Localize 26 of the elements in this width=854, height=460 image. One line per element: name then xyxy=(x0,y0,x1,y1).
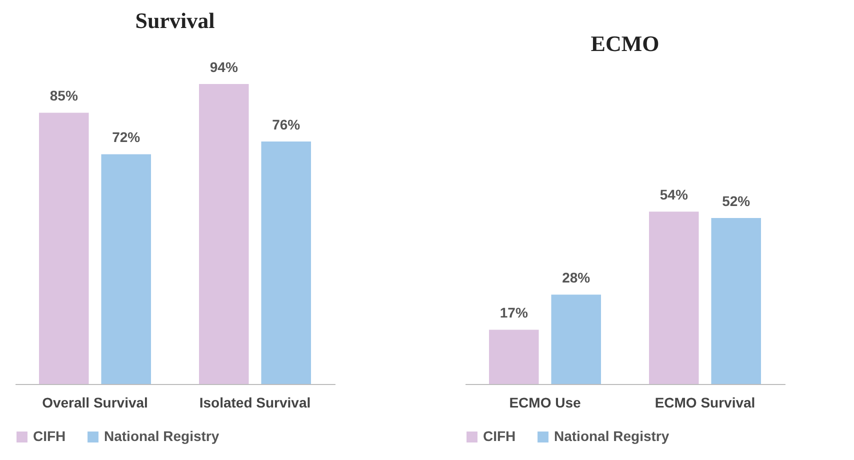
x-tick-label: ECMO Use xyxy=(509,394,581,410)
bar xyxy=(39,112,89,384)
bar xyxy=(649,212,699,384)
legend-label: National Registry xyxy=(104,428,220,444)
legend-label: CIFH xyxy=(33,428,66,444)
data-label: 28% xyxy=(562,270,591,286)
x-tick-label: Isolated Survival xyxy=(199,394,311,410)
data-label: 94% xyxy=(210,59,238,75)
bar xyxy=(711,218,761,384)
bar xyxy=(199,84,249,384)
legend-label: CIFH xyxy=(483,428,516,444)
data-label: 76% xyxy=(272,116,301,132)
bar xyxy=(101,154,151,384)
data-label: 72% xyxy=(112,129,141,146)
x-tick-label: ECMO Survival xyxy=(654,394,756,410)
data-label: 17% xyxy=(500,304,528,321)
data-label: 85% xyxy=(50,88,78,104)
data-label: 54% xyxy=(660,186,688,203)
chart-title: ECMO xyxy=(590,31,660,56)
x-tick-label: Overall Survival xyxy=(42,394,148,410)
bar xyxy=(261,141,311,384)
bar xyxy=(551,294,601,384)
legend-label: National Registry xyxy=(554,428,670,444)
data-label: 52% xyxy=(722,193,751,210)
bar xyxy=(489,330,539,384)
chart-title: Survival xyxy=(135,8,215,33)
